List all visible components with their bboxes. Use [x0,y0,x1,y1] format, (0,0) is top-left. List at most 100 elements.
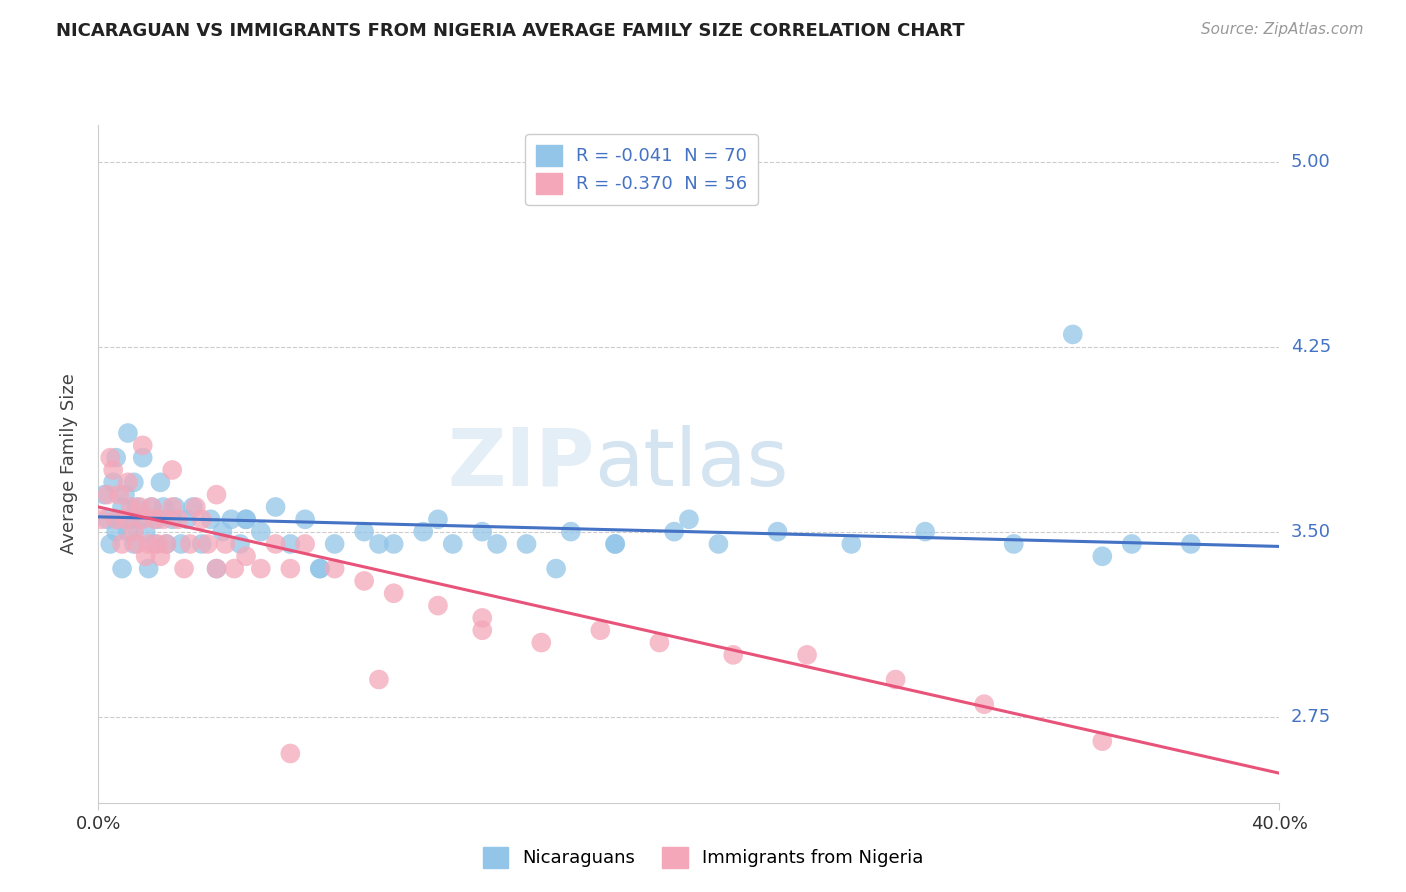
Point [162,463,183,477]
Point [141,500,163,514]
Point [114,512,136,526]
Point [427,512,450,526]
Point [839,537,862,551]
Point [323,561,346,575]
Point [132,512,155,526]
Point [796,648,818,662]
Point [103,463,125,477]
Text: 2.75: 2.75 [1291,707,1331,725]
Point [678,512,700,526]
Point [122,537,145,551]
Point [125,500,148,514]
Point [105,524,128,539]
Point [143,512,166,526]
Point [250,561,273,575]
Point [108,488,131,502]
Point [278,561,302,575]
Point [167,512,190,526]
Text: Source: ZipAtlas.com: Source: ZipAtlas.com [1201,22,1364,37]
Point [471,624,494,638]
Point [368,537,391,551]
Point [98,450,121,465]
Point [162,512,183,526]
Point [224,561,246,575]
Point [170,537,193,551]
Point [914,524,936,539]
Point [181,500,204,514]
Point [143,537,166,551]
Point [96,512,118,526]
Point [544,561,567,575]
Point [179,537,201,551]
Legend: R = -0.041  N = 70, R = -0.370  N = 56: R = -0.041 N = 70, R = -0.370 N = 56 [526,134,758,204]
Point [176,512,198,526]
Point [128,500,150,514]
Point [138,537,160,551]
Point [309,561,332,575]
Point [368,673,391,687]
Point [152,512,174,526]
Point [120,512,142,526]
Point [122,524,145,539]
Point [132,450,155,465]
Point [138,561,160,575]
Point [141,500,163,514]
Point [117,425,139,440]
Point [721,648,744,662]
Point [205,561,228,575]
Text: atlas: atlas [595,425,789,503]
Point [1091,549,1114,564]
Point [200,512,222,526]
Point [125,537,148,551]
Point [135,524,157,539]
Point [589,624,612,638]
Point [90,512,112,526]
Point [162,500,183,514]
Point [323,537,346,551]
Point [1180,537,1202,551]
Point [264,500,287,514]
Point [884,673,907,687]
Point [441,537,464,551]
Point [1062,327,1084,342]
Point [197,537,219,551]
Point [191,512,214,526]
Point [105,450,128,465]
Point [973,697,995,711]
Legend: Nicaraguans, Immigrants from Nigeria: Nicaraguans, Immigrants from Nigeria [472,836,934,879]
Point [173,561,195,575]
Point [111,500,134,514]
Point [184,500,207,514]
Point [664,524,686,539]
Point [135,549,157,564]
Point [219,512,242,526]
Point [412,524,434,539]
Point [114,488,136,502]
Y-axis label: Average Family Size: Average Family Size [59,374,77,554]
Point [152,500,174,514]
Point [155,537,177,551]
Text: 5.00: 5.00 [1291,153,1330,171]
Point [353,524,375,539]
Text: ZIP: ZIP [447,425,595,503]
Point [117,524,139,539]
Point [211,524,233,539]
Point [605,537,627,551]
Point [98,537,121,551]
Point [560,524,582,539]
Point [229,537,252,551]
Point [149,475,172,490]
Point [165,500,187,514]
Point [96,488,118,502]
Text: 3.50: 3.50 [1291,523,1330,541]
Point [205,561,228,575]
Point [353,574,375,588]
Point [191,537,214,551]
Point [515,537,537,551]
Point [93,488,115,502]
Point [128,512,150,526]
Point [122,475,145,490]
Point [149,549,172,564]
Point [205,488,228,502]
Point [382,537,405,551]
